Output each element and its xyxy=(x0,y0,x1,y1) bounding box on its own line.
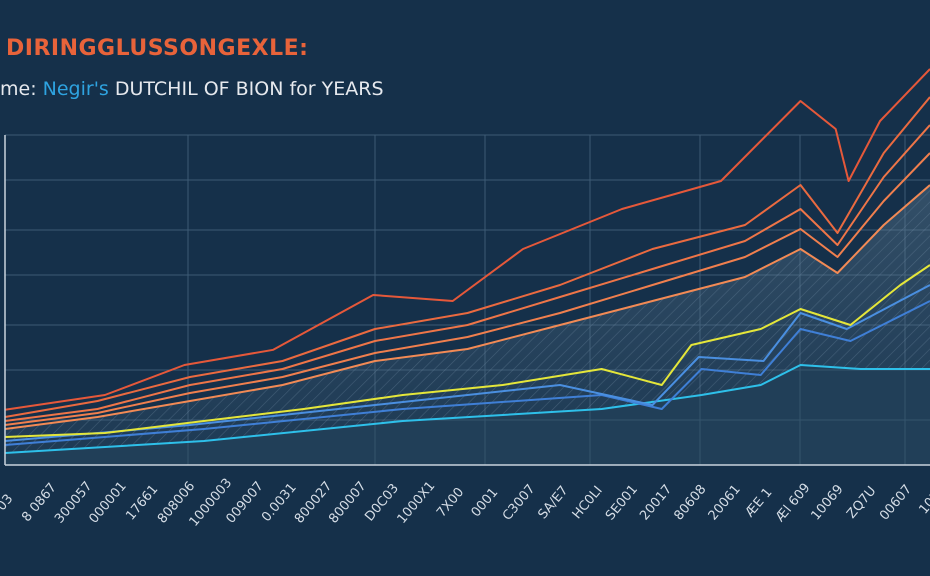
x-tick-label: 0001 xyxy=(469,485,502,520)
x-tick-label: 10069 xyxy=(809,482,847,523)
series-line-orange-2 xyxy=(4,96,930,418)
area-hatch xyxy=(5,185,930,453)
x-tick-label: 00607 xyxy=(877,482,915,523)
axes xyxy=(4,135,930,466)
series-line-orange-1 xyxy=(4,68,930,411)
series-line-cyan xyxy=(4,364,930,454)
x-tick-label: 20061 xyxy=(706,482,744,523)
series-line-orange-4 xyxy=(4,152,930,426)
x-tick-label: 20017 xyxy=(637,482,675,523)
x-tick-label: 03 xyxy=(0,492,16,514)
series-line-orange-3 xyxy=(4,124,930,422)
x-tick-label: 10X xyxy=(916,488,930,517)
x-tick-label: 80608 xyxy=(671,482,709,523)
chart-subtitle: me: Negir's DUTCHIL OF BION for YEARS xyxy=(0,78,384,101)
subtitle-highlight: Negir's xyxy=(42,78,109,100)
x-tick-label: ZQ7U xyxy=(844,484,879,522)
x-tick-label: 7X00 xyxy=(434,485,467,520)
x-tick-label: HC0LI xyxy=(570,483,606,522)
x-tick-labels: 03 8 086730005700000117661808006100000300… xyxy=(0,476,930,530)
series-line-blue-2 xyxy=(4,300,930,446)
subtitle-rest: DUTCHIL OF BION for YEARS xyxy=(114,78,384,100)
x-tick-label: ÆE 1 xyxy=(743,485,776,520)
area-fill xyxy=(5,185,930,465)
series-line-orange-5 xyxy=(4,184,930,430)
series-line-blue-1 xyxy=(4,284,930,442)
x-tick-label: C3007 xyxy=(500,482,539,524)
x-tick-label: 1000X1 xyxy=(395,479,439,527)
x-tick-label: 800007 xyxy=(326,479,369,527)
series-lines xyxy=(4,68,930,454)
series-line-yellow xyxy=(4,264,930,438)
subtitle-prefix: me: xyxy=(0,78,37,100)
chart-title: DIRINGGLUSSONGEXLE: xyxy=(6,36,309,61)
x-tick-label: 000001 xyxy=(86,479,129,527)
x-tick-label: SA/E7 xyxy=(535,483,571,522)
area-fill-bottom xyxy=(5,365,930,465)
x-tick-label: Æl 609 xyxy=(773,481,814,525)
x-tick-label: SE001 xyxy=(603,482,641,523)
